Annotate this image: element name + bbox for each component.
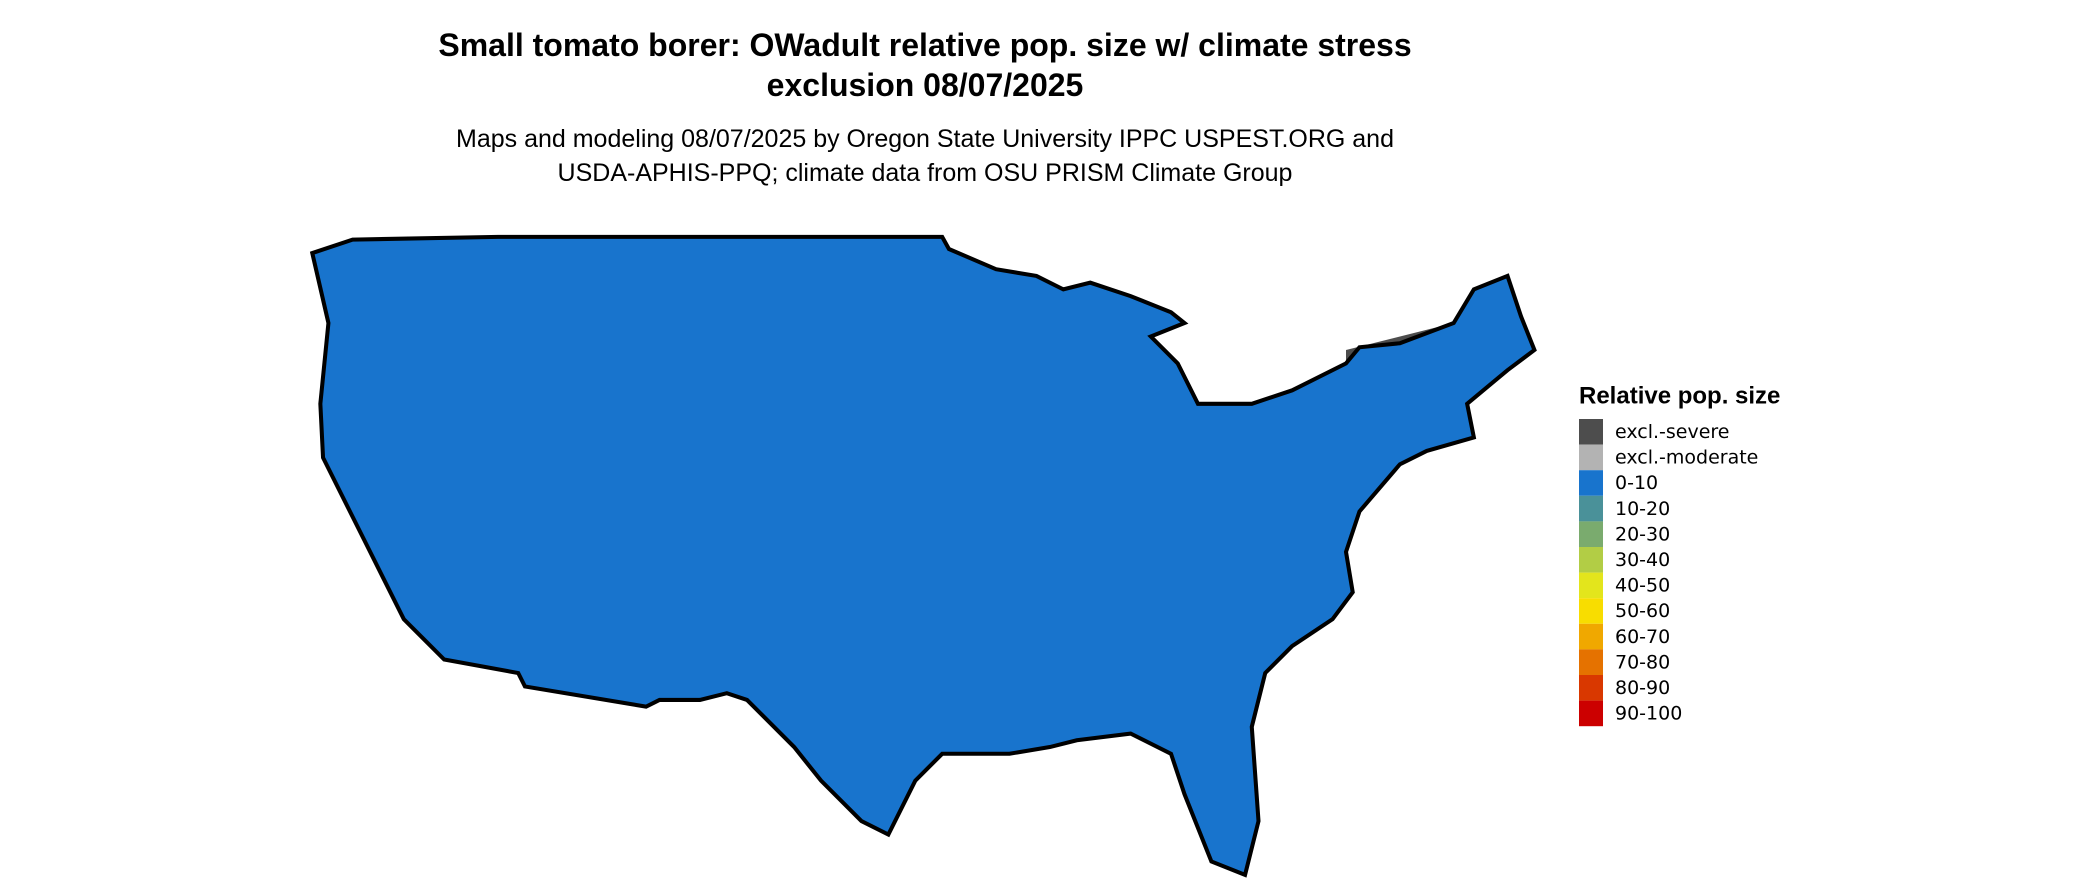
subtitle-line: Maps and modeling 08/07/2025 by Oregon S… (456, 125, 1394, 153)
legend-title: Relative pop. size (1579, 382, 1780, 409)
legend-swatch (1579, 572, 1603, 599)
legend-label: 80-90 (1615, 677, 1670, 699)
subtitle-line: USDA-APHIS-PPQ; climate data from OSU PR… (558, 159, 1293, 187)
legend-label: excl.-moderate (1615, 447, 1758, 469)
title-line: exclusion 08/07/2025 (767, 67, 1084, 103)
us-outline (312, 237, 1534, 875)
legend-swatch (1579, 547, 1603, 573)
legend-label: 10-20 (1615, 498, 1670, 520)
legend-swatch (1579, 675, 1603, 701)
us-map (312, 237, 1534, 875)
legend-swatch (1579, 521, 1603, 547)
legend-label: 70-80 (1615, 651, 1670, 673)
legend-swatch (1579, 649, 1603, 675)
legend-label: 0-10 (1615, 472, 1658, 494)
legend-swatch (1579, 495, 1603, 522)
title-line: Small tomato borer: OWadult relative pop… (438, 27, 1411, 63)
legend-swatch (1579, 700, 1603, 727)
legend-swatch (1579, 419, 1603, 445)
legend-swatch (1579, 470, 1603, 496)
legend-swatch (1579, 444, 1603, 471)
legend-label: excl.-severe (1615, 421, 1730, 443)
legend-swatch (1579, 623, 1603, 650)
legend-label: 90-100 (1615, 703, 1682, 725)
legend-swatch (1579, 598, 1603, 624)
legend-label: 40-50 (1615, 575, 1670, 597)
legend-label: 60-70 (1615, 626, 1670, 648)
legend: excl.-severe excl.-moderate 0-10 10-20 20-30… (1579, 419, 1758, 727)
legend-label: 50-60 (1615, 600, 1670, 622)
legend-label: 30-40 (1615, 549, 1670, 571)
legend-label: 20-30 (1615, 523, 1670, 545)
